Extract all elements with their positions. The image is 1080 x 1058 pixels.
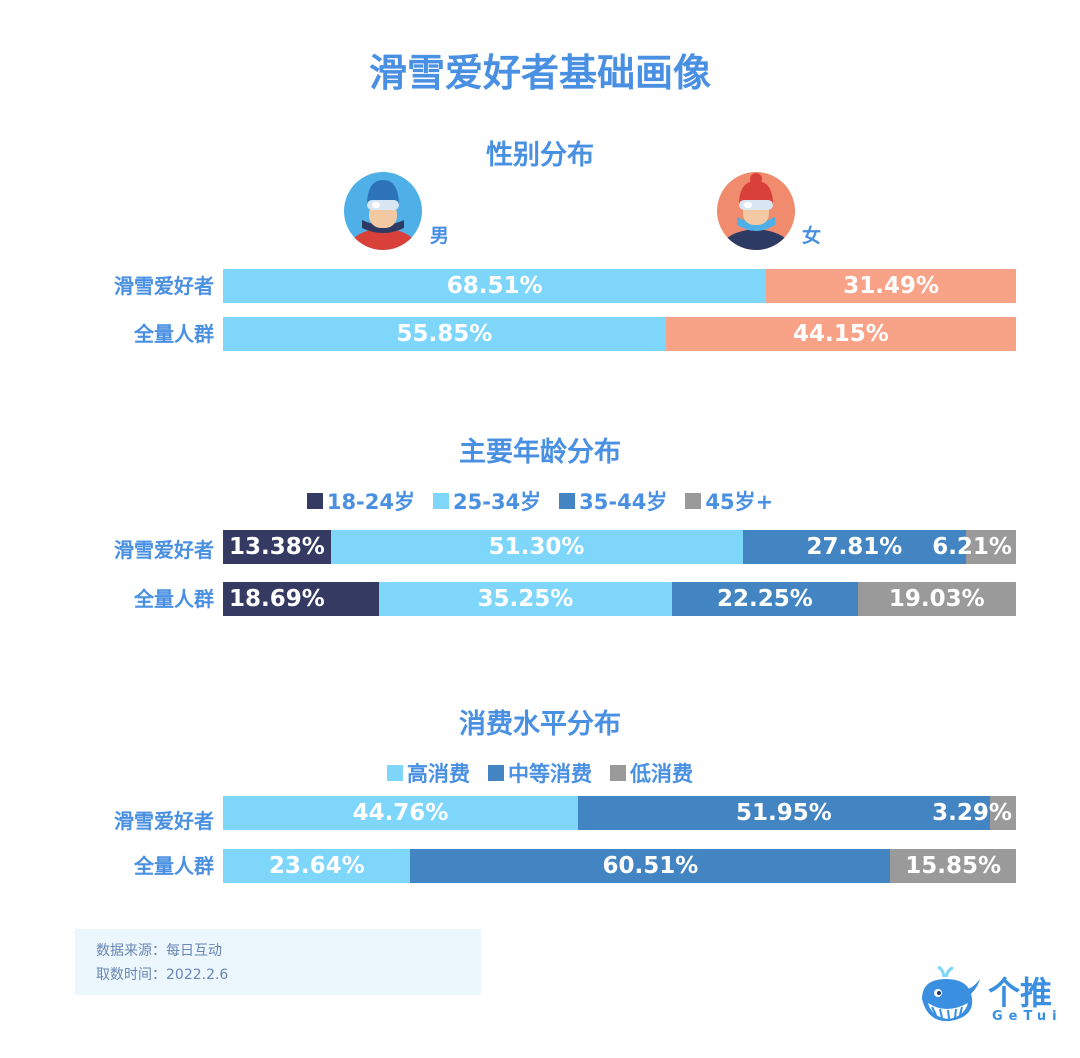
bar-segment-3: 22.25% [672,582,858,616]
legend-item: 18-24岁 [306,486,415,516]
spending-bar-skiers: 44.76%51.95%3.29% [223,796,1016,830]
bar-segment-2: 60.51% [410,849,891,883]
bar-segment-4: 19.03% [857,582,1016,616]
bar-segment-1: 44.76% [223,796,578,830]
data-source: 数据来源：每日互动 [96,943,222,959]
legend-item: 高消费 [387,758,470,788]
legend-label: 25-34岁 [453,490,542,514]
bar-segment-4: 6.21% [932,530,1016,564]
legend-swatch [387,765,403,781]
logo-subtext: GeTui [992,1009,1063,1024]
legend-item: 25-34岁 [433,486,541,516]
row-label-all: 全量人群 [134,854,214,878]
age-legend: 18-24岁 25-34岁 35-44岁 45岁+ [0,486,1080,516]
bar-segment-3: 15.85% [890,849,1016,883]
row-label-skiers: 滑雪爱好者 [114,538,214,562]
legend-swatch [610,765,626,781]
gender-bar-skiers: 68.51% 31.49% [223,269,1016,303]
female-skier-icon [717,172,795,250]
legend-item: 低消费 [610,758,693,788]
bar-segment-1: 68.51% [223,269,767,303]
bar-segment-2: 44.15% [665,317,1016,351]
bar-segment-3: 27.81% [742,530,967,564]
whale-logo-icon [922,965,980,1022]
row-label-skiers: 滑雪爱好者 [114,274,214,298]
bar-segment-1: 23.64% [223,849,411,883]
legend-label: 18-24岁 [326,490,415,514]
bar-segment-3: 3.29% [932,796,1016,830]
page-title: 滑雪爱好者基础画像 [368,51,711,95]
data-date: 取数时间：2022.2.6 [96,967,229,983]
spending-bar-all: 23.64% 60.51% 15.85% [223,849,1016,883]
legend-swatch [559,493,576,509]
source-box: 数据来源：每日互动 取数时间：2022.2.6 [75,929,481,995]
legend-label: 中等消费 [508,762,592,786]
bar-segment-1: 18.69% [223,582,379,616]
bar-segment-2: 51.95% [577,796,990,830]
female-label: 女 [802,225,822,247]
legend-label: 低消费 [630,762,693,786]
bar-segment-2: 51.30% [330,530,743,564]
legend-label: 高消费 [407,762,470,786]
bar-segment-2: 31.49% [766,269,1016,303]
gender-section-title: 性别分布 [486,140,594,171]
legend-label: 45岁+ [705,490,774,514]
legend-item: 45岁+ [685,486,773,516]
row-label-all: 全量人群 [134,587,214,611]
row-label-skiers: 滑雪爱好者 [114,809,214,833]
legend-swatch [685,493,702,509]
legend-label: 35-44岁 [579,490,668,514]
legend-swatch [433,493,449,509]
row-label-all: 全量人群 [134,322,214,346]
male-skier-icon [344,172,422,250]
legend-swatch [488,765,504,781]
age-section-title: 主要年龄分布 [459,437,621,468]
logo-text: 个推 [988,974,1053,1012]
bar-segment-1: 13.38% [223,530,331,564]
spending-section-title: 消费水平分布 [459,709,621,740]
gender-bar-all: 55.85% 44.15% [223,317,1016,351]
legend-item: 35-44岁 [559,486,667,516]
male-label: 男 [430,225,450,247]
age-bar-all: 18.69% 35.25% 22.25% 19.03% [223,582,1016,616]
bar-segment-2: 35.25% [378,582,673,616]
bar-segment-1: 55.85% [223,317,666,351]
age-bar-skiers: 13.38% 51.30% 27.81% 6.21% [223,530,1016,564]
legend-item: 中等消费 [488,758,592,788]
legend-swatch [306,493,323,509]
spending-legend: 高消费 中等消费 低消费 [0,758,1080,788]
